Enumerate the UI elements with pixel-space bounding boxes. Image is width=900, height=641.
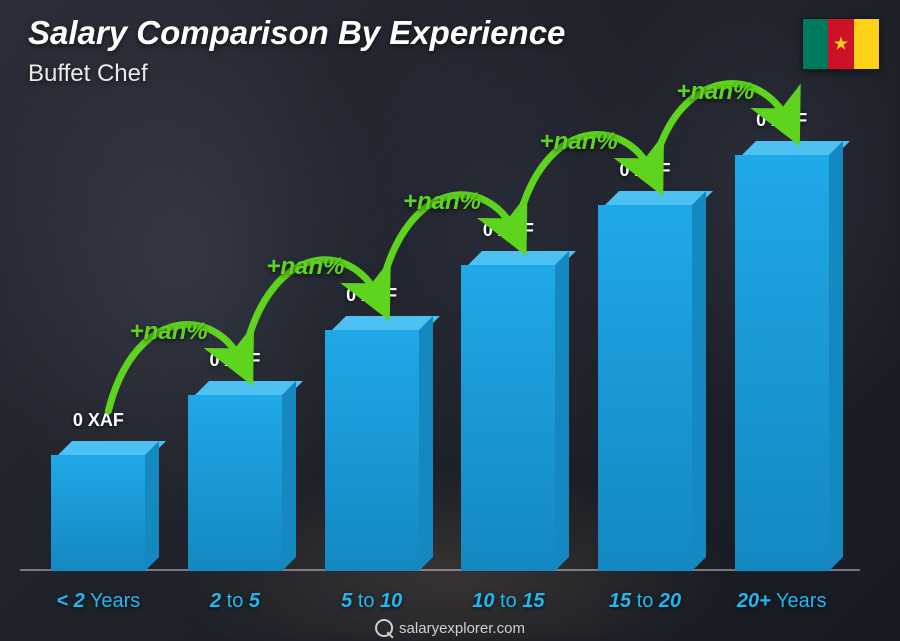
category-label: 10 to 15 [440,590,577,613]
growth-percent-label: +nan% [130,318,208,346]
flag-star-icon: ★ [833,34,849,55]
chart-title: Salary Comparison By Experience [28,14,565,52]
growth-percent-label: +nan% [266,253,344,281]
footer-attribution: salaryexplorer.com [375,619,525,637]
chart-area: 0 XAF0 XAF0 XAF0 XAF0 XAF0 XAF +nan%+nan… [30,111,850,571]
category-label: < 2 Years [30,590,167,613]
growth-percent-label: +nan% [403,188,481,216]
flag-stripe-yellow [854,19,879,69]
category-label: 15 to 20 [577,590,714,613]
category-label: 20+ Years [713,590,850,613]
chart-stage: Salary Comparison By Experience Buffet C… [0,0,900,641]
category-labels-row: < 2 Years2 to 55 to 1010 to 1515 to 2020… [30,590,850,613]
cameroon-flag: ★ [802,18,880,70]
magnifier-icon [375,619,393,637]
category-label: 2 to 5 [167,590,304,613]
category-label: 5 to 10 [303,590,440,613]
growth-percent-label: +nan% [540,128,618,156]
flag-stripe-green [803,19,828,69]
footer-text: salaryexplorer.com [399,620,525,637]
growth-percent-label: +nan% [676,78,754,106]
